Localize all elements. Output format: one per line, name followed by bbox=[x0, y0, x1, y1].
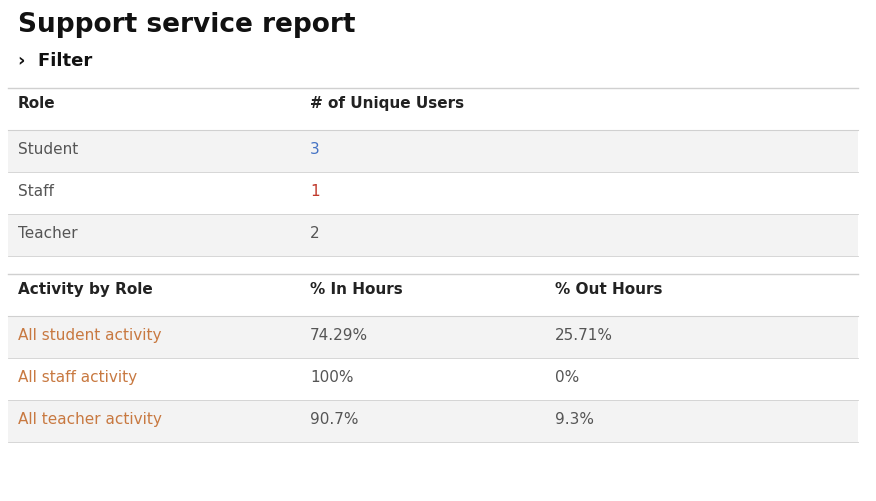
Text: 90.7%: 90.7% bbox=[310, 412, 358, 427]
Text: 0%: 0% bbox=[555, 370, 579, 385]
Text: Support service report: Support service report bbox=[18, 12, 356, 38]
Text: All teacher activity: All teacher activity bbox=[18, 412, 162, 427]
Text: All student activity: All student activity bbox=[18, 328, 161, 343]
Text: All staff activity: All staff activity bbox=[18, 370, 138, 385]
Text: Role: Role bbox=[18, 96, 55, 111]
Text: 1: 1 bbox=[310, 184, 320, 199]
Text: ›  Filter: › Filter bbox=[18, 52, 92, 70]
Text: % Out Hours: % Out Hours bbox=[555, 282, 662, 297]
Text: Staff: Staff bbox=[18, 184, 54, 199]
Bar bbox=[8, 316, 858, 358]
Text: 2: 2 bbox=[310, 226, 320, 241]
Bar bbox=[8, 214, 858, 256]
Text: 3: 3 bbox=[310, 142, 320, 157]
Text: % In Hours: % In Hours bbox=[310, 282, 403, 297]
Text: Activity by Role: Activity by Role bbox=[18, 282, 152, 297]
Text: 9.3%: 9.3% bbox=[555, 412, 594, 427]
Bar bbox=[8, 172, 858, 214]
Bar bbox=[8, 130, 858, 172]
Text: 25.71%: 25.71% bbox=[555, 328, 613, 343]
Text: Teacher: Teacher bbox=[18, 226, 78, 241]
Text: 100%: 100% bbox=[310, 370, 354, 385]
Bar bbox=[8, 358, 858, 400]
Bar bbox=[8, 400, 858, 442]
Text: Student: Student bbox=[18, 142, 78, 157]
Text: 74.29%: 74.29% bbox=[310, 328, 368, 343]
Text: # of Unique Users: # of Unique Users bbox=[310, 96, 464, 111]
